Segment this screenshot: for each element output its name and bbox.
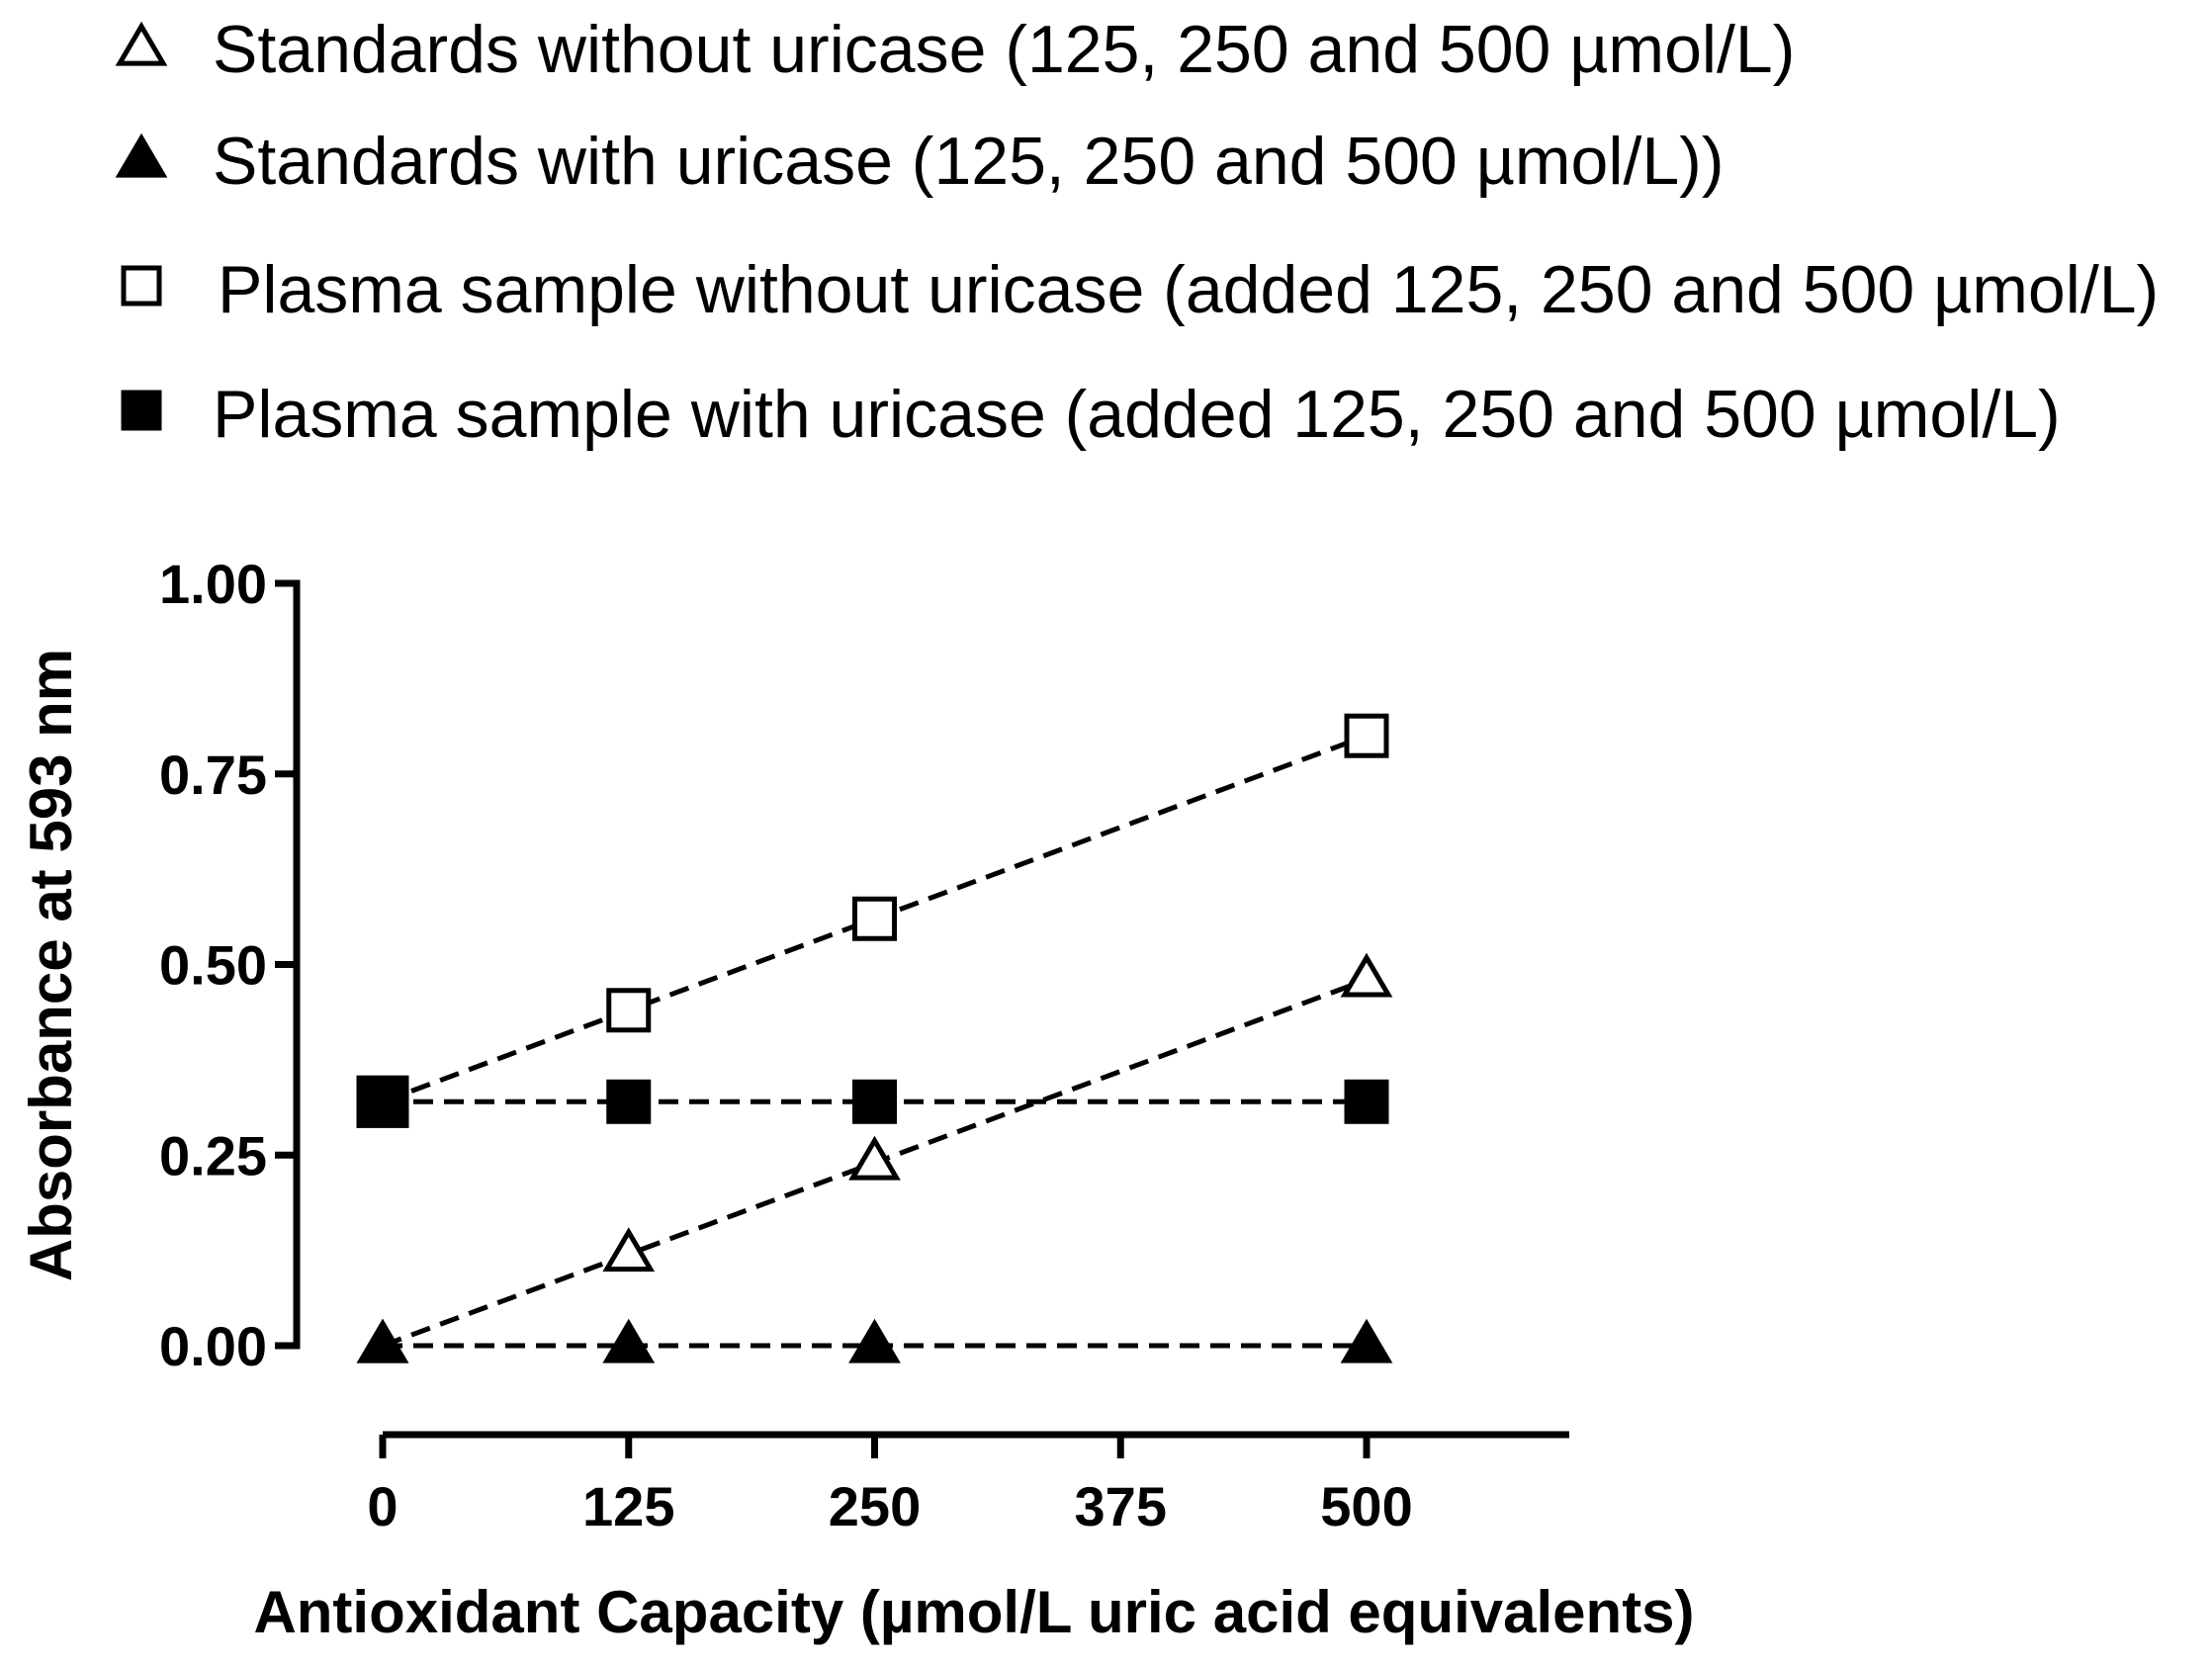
series-line [382,977,1368,1349]
data-point [1340,952,1393,998]
x-axis-title: Antioxidant Capacity (µmol/L uric acid e… [253,1579,1694,1645]
legend-label: Standards without uricase (125, 250 and … [213,12,1795,87]
legend-marker [121,265,162,307]
legend-marker [115,21,168,66]
y-tick-label: 0.25 [159,1124,267,1186]
series-2 [356,1318,1393,1363]
y-tick-label: 0.00 [159,1315,267,1377]
y-tick-label: 0.75 [159,744,267,806]
legend-label: Plasma sample without uricase (added 125… [218,252,2159,327]
x-tick-label: 500 [1320,1475,1412,1537]
axes: 0.00 0.25 0.50 0.75 1.00 0 125 250 375 500 [159,553,1569,1537]
data-point [602,1227,656,1272]
series-1 [356,952,1393,1363]
y-axis-title: Absorbance at 593 nm [18,649,84,1281]
legend-marker [121,390,162,431]
x-tick-label: 375 [1075,1475,1167,1537]
data-point [852,896,897,941]
legend-label: Standards with uricase (125, 250 and 500… [213,124,1724,199]
data-point [602,1318,656,1363]
x-tick-label: 250 [829,1475,921,1537]
data-point [606,988,652,1033]
data-point [1340,1318,1393,1363]
legend-item: Standards with uricase (125, 250 and 500… [115,124,1724,199]
legend-item: Standards without uricase (125, 250 and … [115,12,1795,87]
x-tick-label: 125 [582,1475,674,1537]
x-tick-label: 0 [367,1475,398,1537]
legend-item: Plasma sample with uricase (added 125, 2… [121,377,2061,452]
series-layer [356,713,1393,1363]
data-point [852,1079,897,1124]
data-point [356,1075,409,1128]
series-line [382,733,1368,1104]
series-3 [356,713,1389,1128]
data-point [848,1135,901,1181]
data-point [1344,713,1389,758]
series-4 [356,1075,1389,1128]
y-tick-label: 1.00 [159,553,267,615]
legend-item: Plasma sample without uricase (added 125… [121,252,2159,327]
legend-marker [115,132,168,178]
legend: Standards without uricase (125, 250 and … [115,12,2159,452]
data-point [1344,1079,1389,1124]
data-point [606,1079,652,1124]
data-point [356,1318,409,1363]
legend-label: Plasma sample with uricase (added 125, 2… [213,377,2061,452]
y-tick-label: 0.50 [159,934,267,997]
data-point [848,1318,901,1363]
